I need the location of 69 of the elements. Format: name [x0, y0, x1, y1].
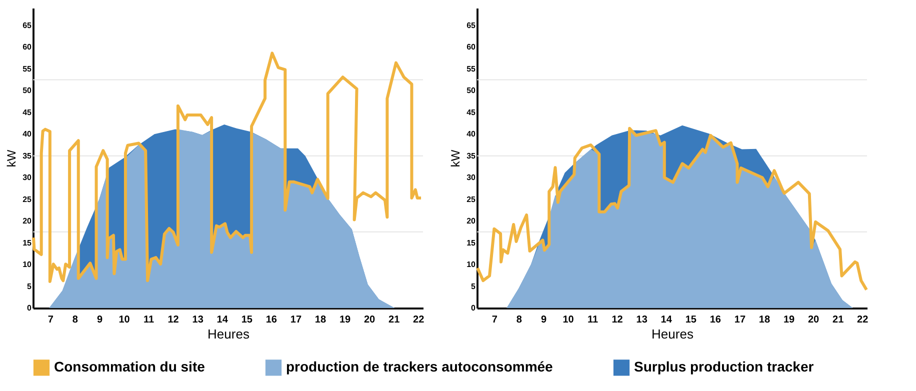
x-tick-label: 11 — [143, 314, 155, 326]
y-tick-label: 0 — [471, 304, 476, 312]
x-tick-label: 16 — [266, 314, 278, 326]
x-tick-label: 14 — [660, 314, 672, 326]
x-tick-label: 8 — [72, 314, 78, 326]
y-tick-label: 65 — [466, 20, 476, 30]
legend-label: production de trackers autoconsommée — [286, 358, 554, 375]
x-tick-label: 18 — [758, 314, 770, 326]
y-tick-label: 30 — [466, 173, 476, 182]
line-series — [476, 126, 868, 292]
x-tick-label: 9 — [96, 314, 103, 326]
x-tick-label: 14 — [216, 314, 228, 326]
y-tick-label: 65 — [22, 20, 32, 30]
x-tick-label: 17 — [734, 314, 746, 326]
y-tick-label: 25 — [22, 194, 32, 204]
y-tick-label: 50 — [22, 86, 32, 96]
x-tick-label: 19 — [783, 314, 796, 326]
y-tick-label: 40 — [22, 130, 32, 139]
legend-label: Consommation du site — [54, 358, 206, 375]
x-tick-label: 12 — [168, 314, 180, 326]
y-tick-label: 35 — [22, 151, 32, 160]
y-tick-label: 35 — [466, 151, 476, 160]
y-tick-label: 60 — [466, 42, 476, 52]
x-tick-label: 7 — [492, 314, 498, 326]
x-axis-title: Heures — [208, 326, 250, 342]
x-tick-label: 12 — [612, 314, 624, 326]
x-tick-label: 10 — [118, 314, 130, 326]
y-tick-label: 5 — [27, 282, 32, 291]
x-tick-label: 19 — [339, 314, 352, 326]
x-tick-label: 17 — [290, 314, 302, 326]
y-tick-label: 20 — [22, 216, 32, 226]
x-tick-label: 22 — [857, 314, 869, 326]
x-tick-label: 22 — [413, 314, 425, 326]
y-tick-label: 60 — [22, 42, 32, 52]
x-tick-label: 16 — [710, 314, 722, 326]
y-tick-label: 10 — [466, 260, 476, 270]
x-tick-label: 20 — [808, 314, 820, 326]
x-tick-label: 13 — [636, 314, 648, 326]
y-tick-label: 15 — [466, 238, 476, 248]
x-tick-label: 20 — [364, 314, 376, 326]
x-tick-label: 11 — [587, 314, 599, 326]
y-tick-label: 20 — [466, 216, 476, 226]
x-tick-label: 7 — [48, 314, 54, 326]
y-tick-label: 0 — [27, 304, 32, 312]
y-tick-label: 15 — [22, 238, 32, 248]
x-tick-label: 21 — [388, 314, 400, 326]
y-tick-label: 50 — [466, 86, 476, 96]
y-tick-label: 40 — [466, 130, 476, 139]
y-tick-label: 45 — [22, 108, 32, 117]
y-tick-label: 25 — [466, 194, 476, 204]
y-tick-label: 55 — [466, 64, 476, 74]
x-tick-label: 21 — [832, 314, 844, 326]
x-axis-title: Heures — [652, 326, 694, 342]
line-series — [32, 52, 423, 283]
x-tick-label: 9 — [540, 314, 547, 326]
y-tick-label: 55 — [22, 64, 32, 74]
legend-label: Surplus production tracker — [634, 358, 814, 375]
x-tick-label: 8 — [516, 314, 522, 326]
y-tick-label: 5 — [471, 282, 476, 291]
x-tick-label: 10 — [562, 314, 574, 326]
y-tick-label: 10 — [22, 260, 32, 270]
x-tick-label: 13 — [192, 314, 204, 326]
x-tick-label: 15 — [241, 314, 253, 326]
y-tick-label: 30 — [22, 173, 32, 182]
x-tick-label: 15 — [685, 314, 697, 326]
y-axis-title: kW — [4, 149, 19, 168]
x-tick-label: 18 — [314, 314, 326, 326]
y-axis-title: kW — [448, 149, 463, 168]
y-tick-label: 45 — [466, 108, 476, 117]
